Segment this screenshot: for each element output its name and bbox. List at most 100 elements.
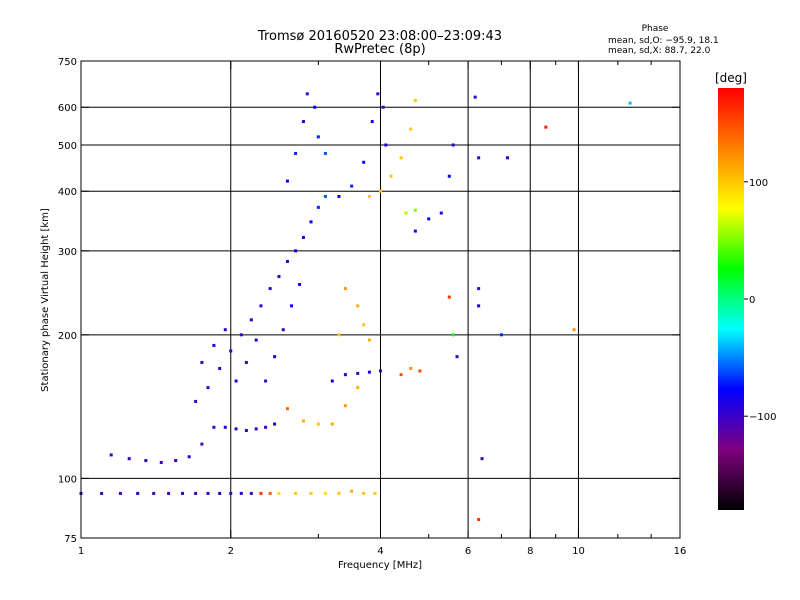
data-point bbox=[294, 491, 298, 495]
data-point bbox=[376, 92, 380, 96]
x-tick-label: 1 bbox=[78, 546, 84, 557]
data-point bbox=[379, 189, 382, 193]
data-point bbox=[305, 92, 309, 96]
data-point bbox=[330, 379, 334, 383]
data-point bbox=[451, 333, 455, 337]
data-point bbox=[187, 455, 191, 459]
data-point bbox=[323, 194, 327, 198]
data-point bbox=[264, 379, 268, 383]
data-point bbox=[343, 373, 347, 377]
data-point bbox=[118, 491, 122, 495]
data-point bbox=[294, 151, 298, 155]
data-point bbox=[381, 105, 385, 109]
data-point bbox=[499, 333, 503, 337]
data-point bbox=[194, 491, 198, 495]
colorbar-tick-label: 0 bbox=[749, 295, 755, 306]
y-tick-label: 500 bbox=[58, 141, 77, 152]
data-point bbox=[451, 143, 455, 147]
data-point bbox=[218, 491, 222, 495]
phase-stat-x: mean, sd,X: 88.7, 22.0 bbox=[608, 46, 711, 56]
y-tick-label: 750 bbox=[58, 57, 77, 68]
data-point bbox=[367, 338, 371, 342]
data-point bbox=[109, 453, 113, 457]
data-point bbox=[285, 179, 289, 183]
y-tick-label: 300 bbox=[58, 247, 77, 258]
data-point bbox=[234, 427, 238, 431]
chart-title-line2: RwPretec (8p) bbox=[334, 42, 425, 57]
data-point bbox=[223, 328, 227, 332]
data-point bbox=[418, 369, 422, 373]
data-point bbox=[337, 491, 341, 495]
data-point bbox=[343, 404, 347, 408]
x-tick-label: 10 bbox=[572, 546, 585, 557]
data-point bbox=[301, 120, 305, 124]
data-point bbox=[447, 295, 451, 299]
data-point bbox=[379, 369, 382, 373]
data-point bbox=[206, 491, 210, 495]
data-point bbox=[309, 491, 313, 495]
data-point bbox=[223, 425, 227, 429]
data-point bbox=[316, 135, 320, 139]
data-point bbox=[572, 328, 576, 332]
data-point bbox=[399, 373, 403, 377]
data-point bbox=[181, 491, 185, 495]
data-point bbox=[268, 287, 272, 291]
data-point bbox=[628, 101, 632, 105]
data-point bbox=[136, 491, 140, 495]
data-point bbox=[229, 349, 233, 353]
data-point bbox=[212, 343, 216, 347]
data-point bbox=[249, 318, 253, 322]
data-point bbox=[316, 422, 320, 426]
x-tick-label: 8 bbox=[527, 546, 533, 557]
data-point bbox=[413, 229, 417, 233]
colorbar-ticks: 100 0 −100 bbox=[744, 178, 776, 423]
data-point bbox=[194, 399, 198, 403]
colorbar-tick-label: 100 bbox=[749, 178, 768, 189]
data-point bbox=[373, 491, 377, 495]
colorbar-unit-label: [deg] bbox=[715, 71, 747, 85]
data-point bbox=[544, 125, 548, 129]
phase-stat-o: mean, sd,O: −95.9, 18.1 bbox=[608, 36, 719, 46]
data-point bbox=[277, 275, 281, 279]
x-tick-label: 2 bbox=[228, 546, 234, 557]
data-point bbox=[313, 105, 317, 109]
data-point bbox=[330, 422, 334, 426]
data-point bbox=[127, 457, 131, 461]
y-tick-label: 400 bbox=[58, 187, 77, 198]
chart-title-line1: Tromsø 20160520 23:08:00–23:09:43 bbox=[257, 29, 502, 44]
data-point bbox=[356, 371, 360, 375]
data-point bbox=[477, 287, 481, 291]
data-point bbox=[249, 491, 253, 495]
data-point bbox=[234, 379, 238, 383]
data-point bbox=[294, 249, 298, 253]
data-point bbox=[290, 304, 294, 308]
colorbar-tick-label: −100 bbox=[749, 412, 776, 423]
data-point bbox=[244, 429, 248, 433]
data-point bbox=[206, 386, 210, 390]
data-point bbox=[277, 491, 281, 495]
data-point bbox=[218, 366, 222, 370]
data-point bbox=[244, 360, 248, 364]
axes: 1 2 4 6 8 10 16 75 100 200 300 400 500 600 750 bbox=[58, 57, 686, 557]
data-point bbox=[439, 211, 443, 215]
data-point bbox=[259, 304, 263, 308]
y-tick-label: 100 bbox=[58, 474, 77, 485]
phase-header: Phase bbox=[642, 24, 669, 34]
data-point bbox=[316, 205, 320, 209]
x-tick-label: 6 bbox=[465, 546, 471, 557]
data-point bbox=[167, 491, 171, 495]
data-point bbox=[301, 235, 305, 239]
data-point bbox=[404, 211, 408, 215]
x-tick-label: 4 bbox=[377, 546, 383, 557]
data-point bbox=[229, 491, 233, 495]
data-point bbox=[273, 422, 277, 426]
data-point bbox=[350, 184, 354, 188]
data-point bbox=[356, 386, 360, 390]
scatter-points bbox=[79, 92, 632, 522]
data-point bbox=[350, 489, 354, 493]
data-point bbox=[212, 425, 216, 429]
data-point bbox=[370, 120, 374, 124]
data-point bbox=[298, 282, 302, 286]
data-point bbox=[100, 491, 104, 495]
